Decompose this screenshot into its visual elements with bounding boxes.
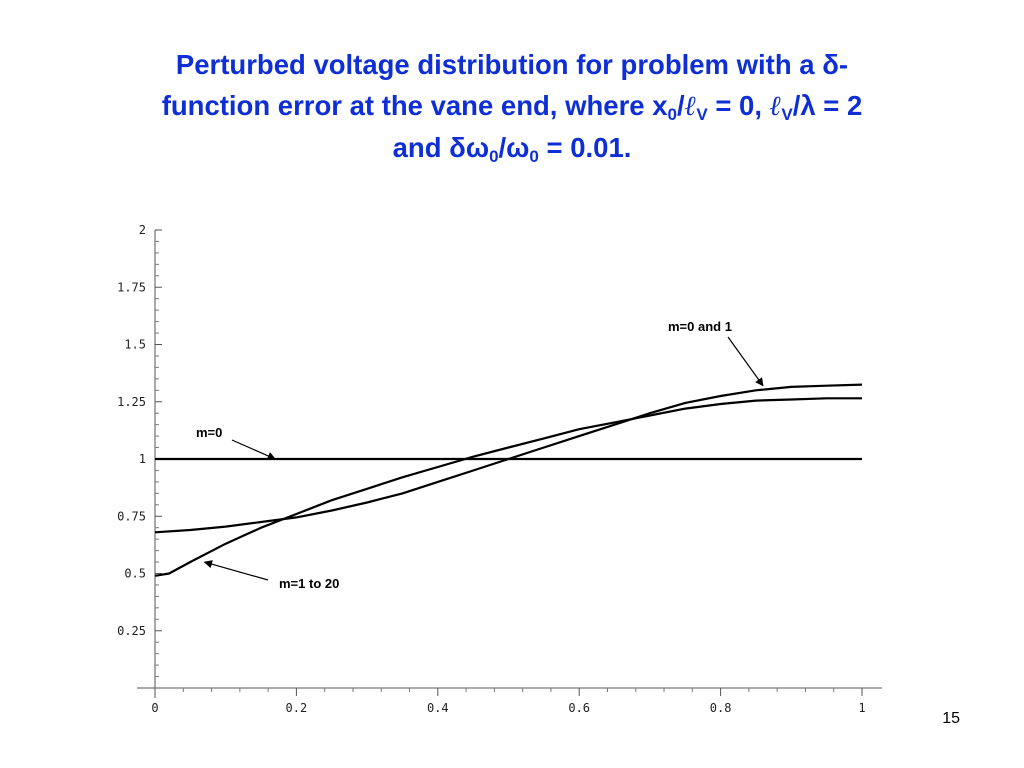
delta-symbol: δ <box>822 49 839 80</box>
title-text: Perturbed voltage distribution for probl… <box>175 49 823 80</box>
title-text: function error at the vane end, where x <box>161 90 668 121</box>
y-tick-label: 0.75 <box>117 509 146 523</box>
annotations: m=0 and 1 m=0 m=1 to 20 <box>196 319 764 591</box>
annotation-arrow <box>203 560 269 581</box>
title-text: = 2 <box>815 90 863 121</box>
annotation-label: m=0 and 1 <box>668 319 732 334</box>
subscript: V <box>696 105 708 124</box>
y-tick-label: 0.5 <box>124 567 146 581</box>
ell-symbol: ℓ <box>769 90 782 122</box>
annotation-label: m=0 <box>196 425 222 440</box>
y-tick-label: 2 <box>139 223 146 237</box>
omega-symbol: ω <box>506 132 530 163</box>
lambda-symbol: λ <box>800 90 816 121</box>
slash: / <box>792 90 801 121</box>
series-lines <box>154 383 863 577</box>
annotation-arrow <box>231 439 276 460</box>
slide-title: Perturbed voltage distribution for probl… <box>40 44 984 168</box>
slash: / <box>498 132 507 163</box>
chart-axes <box>137 230 882 698</box>
title-line-1: Perturbed voltage distribution for probl… <box>40 44 984 85</box>
y-tick-label: 1.5 <box>124 338 146 352</box>
y-tick-label: 1.75 <box>117 280 146 294</box>
title-text: = 0, <box>707 90 770 121</box>
series-line-2 <box>154 397 862 577</box>
subscript: V <box>781 105 793 124</box>
x-tick-label: 0.8 <box>710 701 732 715</box>
title-text: = 0.01. <box>538 132 632 163</box>
y-axis-ticks: 0.25 0.5 0.75 1 1.25 1.5 1.75 2 <box>117 223 162 678</box>
title-line-3: and δω0/ω0 = 0.01. <box>40 127 984 168</box>
subscript: 0 <box>489 147 499 166</box>
y-tick-label: 0.25 <box>117 624 146 638</box>
x-tick-label: 0.2 <box>286 701 308 715</box>
subscript: 0 <box>667 105 677 124</box>
title-hyphen: - <box>838 49 849 80</box>
x-tick-label: 0.4 <box>427 701 449 715</box>
annotation-label: m=1 to 20 <box>279 576 339 591</box>
page-number: 15 <box>942 710 960 727</box>
delta-omega-symbol: δω <box>449 132 490 163</box>
x-tick-label: 1 <box>858 701 865 715</box>
title-line-2: function error at the vane end, where x0… <box>40 85 984 127</box>
x-axis-ticks: 0 0.2 0.4 0.6 0.8 1 <box>151 688 866 715</box>
x-tick-label: 0.6 <box>568 701 590 715</box>
slash: / <box>676 90 685 121</box>
x-tick-label: 0 <box>151 701 158 715</box>
subscript: 0 <box>529 147 539 166</box>
annotation-arrow <box>727 336 764 387</box>
y-tick-label: 1.25 <box>117 395 146 409</box>
ell-symbol: ℓ <box>684 90 697 122</box>
title-text: and <box>392 132 450 163</box>
series-line-1 <box>154 383 863 534</box>
y-tick-label: 1 <box>139 452 146 466</box>
